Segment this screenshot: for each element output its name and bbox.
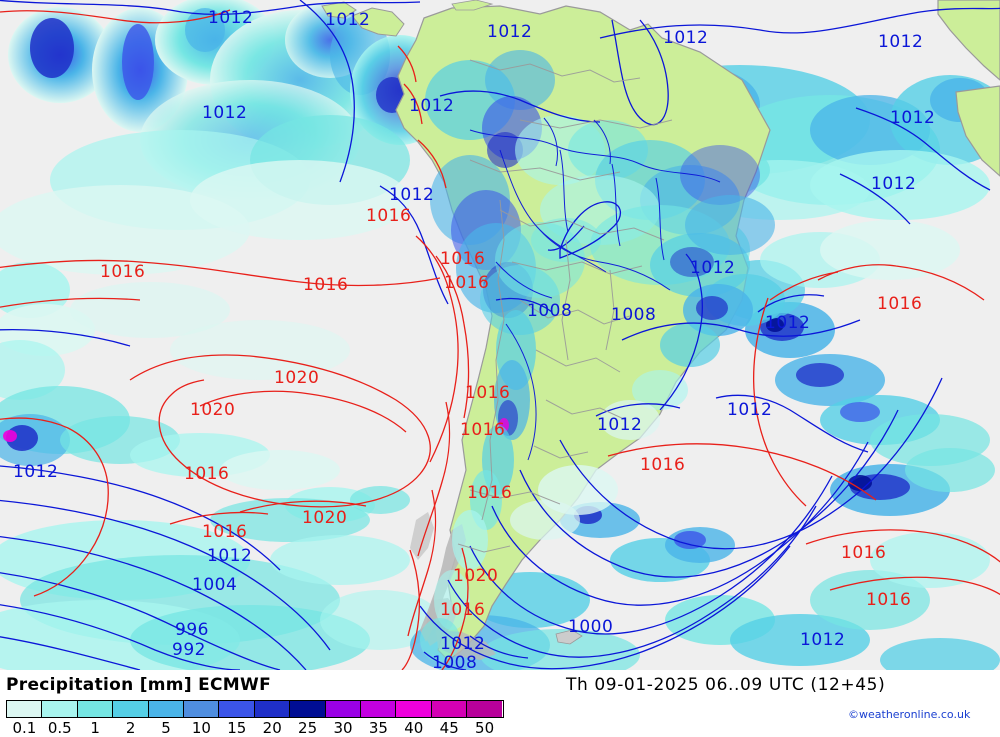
legend-swatch (396, 701, 432, 717)
product-title: Precipitation [mm] ECMWF (6, 675, 271, 695)
map-canvas (0, 0, 1000, 670)
map-footer: Precipitation [mm] ECMWF Th 09-01-2025 0… (0, 670, 1000, 737)
precipitation-color-legend[interactable]: 0.1 0.5 1 2 5 10 15 20 25 30 35 40 45 50 (6, 700, 546, 737)
legend-tick-label: 5 (161, 719, 171, 737)
legend-swatch (360, 701, 397, 717)
precipitation-map[interactable]: 1012 1012 1012 1012 1012 1012 1012 1012 1012 1012… (0, 0, 1000, 670)
legend-tick-label: 1 (90, 719, 100, 737)
legend-swatch (7, 701, 43, 717)
legend-tick-label: 50 (475, 719, 495, 737)
legend-swatch (219, 701, 255, 717)
legend-swatch (254, 701, 291, 717)
isobar-lines-high (0, 9, 1000, 670)
legend-tick-label: 20 (262, 719, 282, 737)
valid-time-label: Th 09-01-2025 06..09 UTC (12+45) (566, 675, 886, 695)
legend-swatch (467, 701, 503, 717)
legend-swatch (183, 701, 220, 717)
copyright-credit: ©weatheronline.co.uk (848, 708, 971, 721)
legend-tick-label: 40 (404, 719, 424, 737)
legend-swatch (290, 701, 326, 717)
rivers (469, 117, 721, 461)
legend-tick-labels: 0.1 0.5 1 2 5 10 15 20 25 30 35 40 45 50 (6, 719, 546, 737)
legend-tick-label: 15 (227, 719, 247, 737)
legend-tick-label: 35 (368, 719, 388, 737)
legend-swatch (431, 701, 468, 717)
legend-tick-label: 45 (439, 719, 459, 737)
legend-tick-label: 25 (298, 719, 318, 737)
legend-tick-label: 2 (125, 719, 136, 737)
country-borders (457, 59, 673, 553)
legend-swatch (77, 701, 114, 717)
legend-swatch (113, 701, 149, 717)
legend-swatch (42, 701, 78, 717)
legend-tick-label: 30 (333, 719, 353, 737)
legend-color-bar (6, 700, 504, 718)
legend-swatch (148, 701, 184, 717)
legend-tick-label: 10 (191, 719, 211, 737)
legend-swatch (325, 701, 361, 717)
legend-tick-label: 0.1 (12, 719, 37, 737)
legend-tick-label: 0.5 (47, 719, 72, 737)
